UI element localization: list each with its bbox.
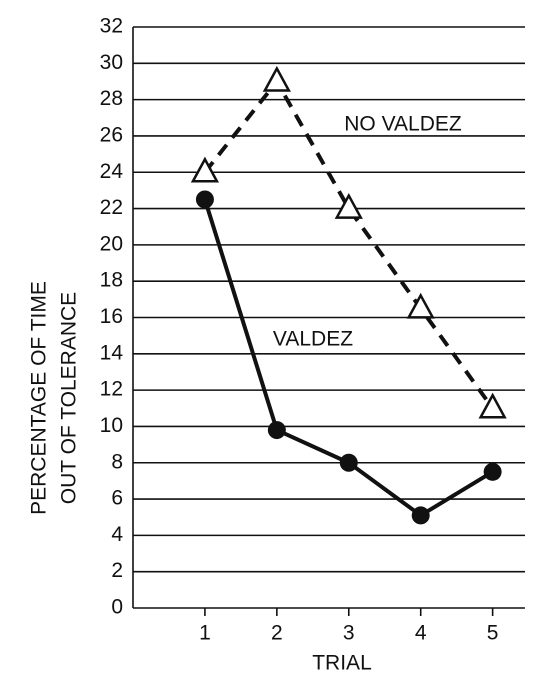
y-tick-label: 28 <box>100 87 123 110</box>
x-tick-label: 1 <box>199 622 211 645</box>
triangle-marker <box>478 392 507 419</box>
y-tick-label: 26 <box>100 123 123 146</box>
y-tick-label: 10 <box>100 414 123 437</box>
y-tick-label: 30 <box>100 51 123 74</box>
circle-marker <box>483 462 502 481</box>
series-label: VALDEZ <box>273 328 353 351</box>
circle-marker <box>411 506 430 525</box>
y-tick-label: 0 <box>111 596 123 619</box>
y-tick-label: 12 <box>100 378 123 401</box>
triangle-marker <box>190 156 220 183</box>
y-tick-label: 8 <box>111 450 123 473</box>
y-tick-label: 32 <box>100 15 123 38</box>
y-tick-label: 4 <box>111 523 123 546</box>
y-axis-label: PERCENTAGE OF TIME <box>28 281 51 515</box>
x-axis-label: TRIAL <box>312 652 372 675</box>
x-tick-label: 4 <box>415 622 427 645</box>
y-tick-label: 16 <box>100 305 123 328</box>
x-tick-label: 3 <box>343 622 355 645</box>
circle-marker <box>339 453 358 472</box>
circle-marker <box>267 421 286 440</box>
y-tick-label: 6 <box>111 487 123 510</box>
y-tick-label: 2 <box>111 559 123 582</box>
y-tick-label: 14 <box>100 341 124 364</box>
triangle-marker <box>262 65 291 92</box>
y-tick-label: 22 <box>100 196 123 219</box>
x-tick-label: 2 <box>271 622 283 645</box>
circle-marker <box>195 190 214 209</box>
y-tick-label: 20 <box>100 232 123 255</box>
y-tick-label: 18 <box>100 269 123 292</box>
series-line <box>203 77 495 410</box>
x-tick-label: 5 <box>487 622 499 645</box>
y-tick-label: 24 <box>100 160 124 183</box>
y-axis-label: OUT OF TOLERANCE <box>58 292 81 504</box>
triangle-marker <box>406 292 435 319</box>
triangle-marker <box>334 192 363 219</box>
series-label: NO VALDEZ <box>344 113 462 136</box>
